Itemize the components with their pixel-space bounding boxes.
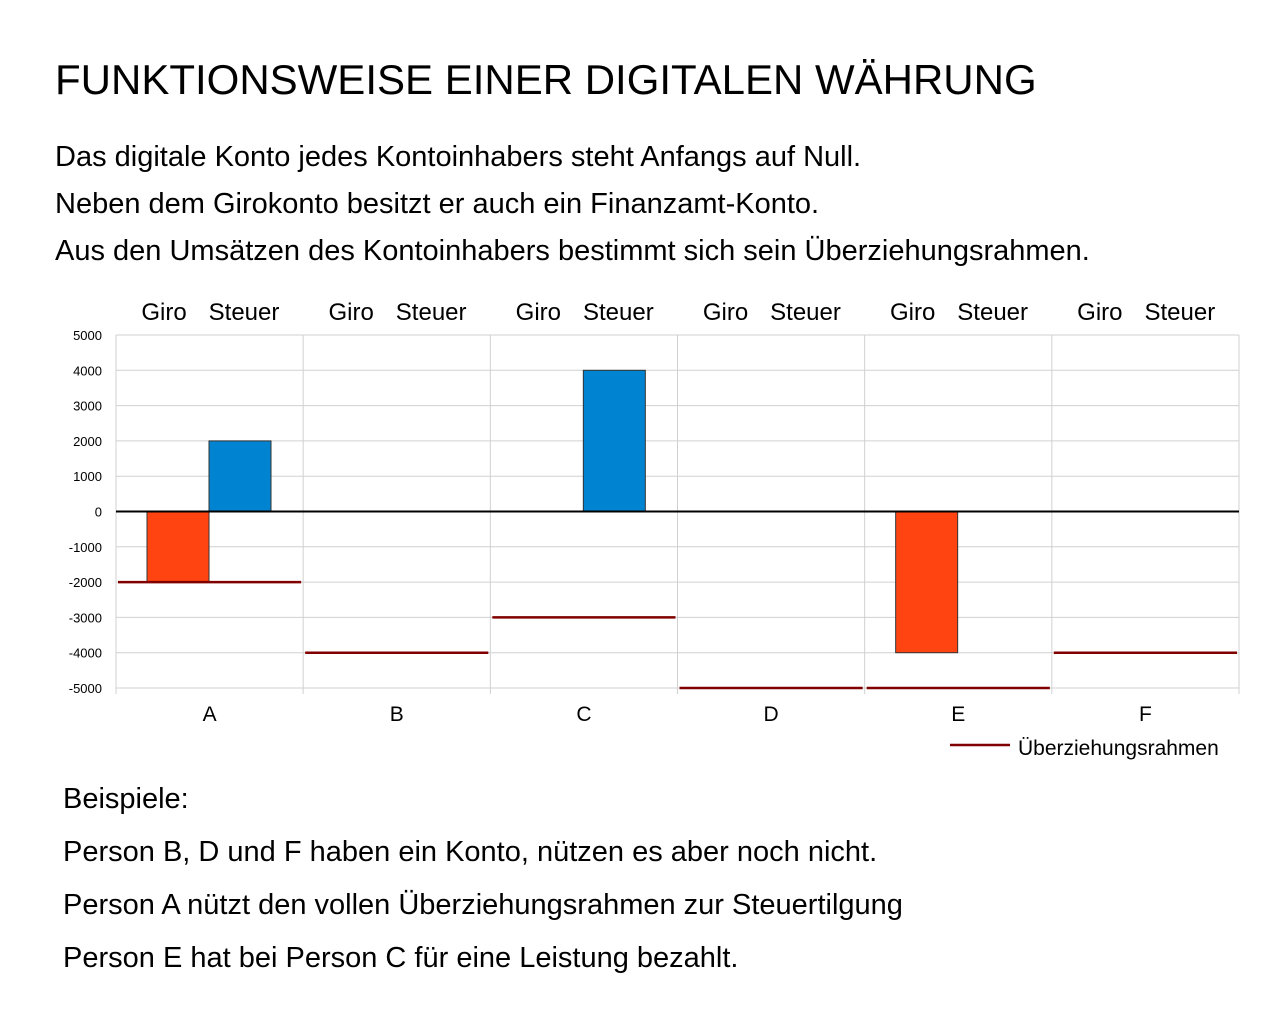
examples-text: Beispiele: Person B, D und F haben ein K… — [63, 773, 903, 985]
sub-label-steuer-d: Steuer — [770, 299, 841, 326]
example-line-2: Person A nützt den vollen Überziehungsra… — [63, 889, 903, 921]
y-tick-label-10: -5000 — [69, 681, 102, 696]
x-tick-label-f: F — [1139, 703, 1152, 726]
y-tick-label-0: 5000 — [73, 328, 102, 343]
example-line-3: Person E hat bei Person C für eine Leist… — [63, 942, 739, 974]
chart-legend: Überziehungsrahmen — [950, 737, 1219, 760]
y-tick-label-2: 3000 — [73, 399, 102, 414]
legend-label-limit: Überziehungsrahmen — [1018, 737, 1219, 760]
account-chart: 5000 4000 3000 2000 1000 0 -1000 -2000 -3000 -400… — [69, 299, 1240, 760]
chart-grid — [115, 334, 1240, 694]
sub-label-giro-f: Giro — [1077, 299, 1122, 326]
bar-steuer-c — [582, 369, 646, 512]
chart-labels: 5000 4000 3000 2000 1000 0 -1000 -2000 -3000 -400… — [69, 299, 1215, 726]
x-tick-label-b: B — [390, 703, 404, 726]
y-tick-label-1: 4000 — [73, 363, 102, 378]
sub-label-giro-c: Giro — [516, 299, 561, 326]
intro-line-2: Neben dem Girokonto besitzt er auch ein … — [55, 188, 820, 220]
y-tick-label-9: -4000 — [69, 646, 102, 661]
sub-label-steuer-e: Steuer — [957, 299, 1028, 326]
sub-label-giro-b: Giro — [328, 299, 373, 326]
intro-line-3: Aus den Umsätzen des Kontoinhabers besti… — [55, 235, 1090, 267]
chart-bars — [118, 369, 1237, 690]
sub-label-giro-a: Giro — [141, 299, 186, 326]
x-tick-label-a: A — [203, 703, 217, 726]
y-tick-label-3: 2000 — [73, 434, 102, 449]
page-title: FUNKTIONSWEISE EINER DIGITALEN WÄHRUNG — [55, 56, 1037, 103]
bar-giro-a — [146, 511, 210, 583]
y-tick-label-7: -2000 — [69, 575, 102, 590]
x-tick-label-c: C — [576, 703, 591, 726]
x-tick-label-d: D — [763, 703, 778, 726]
y-tick-label-5: 0 — [95, 505, 102, 520]
sub-label-steuer-f: Steuer — [1144, 299, 1215, 326]
sub-label-steuer-a: Steuer — [209, 299, 280, 326]
y-tick-label-4: 1000 — [73, 469, 102, 484]
example-line-1: Person B, D und F haben ein Konto, nütze… — [63, 836, 878, 868]
examples-heading: Beispiele: — [63, 783, 189, 815]
bar-steuer-a — [208, 440, 272, 512]
y-tick-label-8: -3000 — [69, 610, 102, 625]
sub-label-steuer-c: Steuer — [583, 299, 654, 326]
intro-text: Das digitale Konto jedes Kontoinhabers s… — [55, 134, 1090, 275]
intro-line-1: Das digitale Konto jedes Kontoinhabers s… — [55, 141, 862, 173]
sub-label-steuer-b: Steuer — [396, 299, 467, 326]
sub-label-giro-d: Giro — [703, 299, 748, 326]
sub-label-giro-e: Giro — [890, 299, 935, 326]
bar-giro-e — [895, 511, 959, 654]
x-tick-label-e: E — [951, 703, 965, 726]
y-tick-label-6: -1000 — [69, 540, 102, 555]
